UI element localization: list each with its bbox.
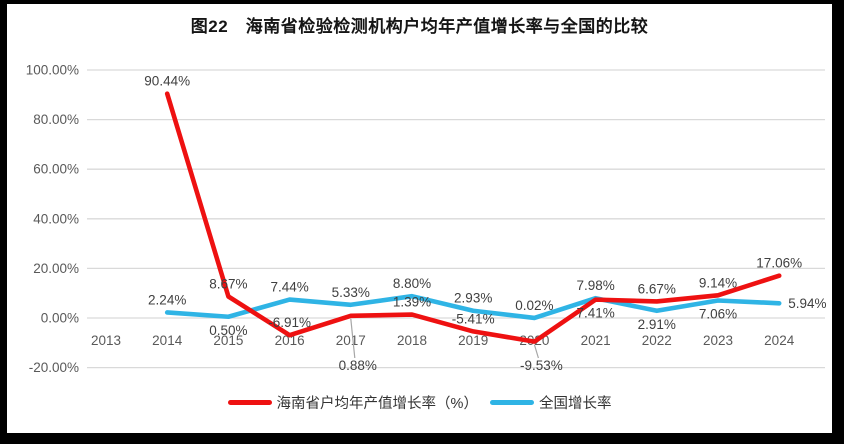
data-label-leader-line — [533, 344, 539, 359]
y-tick-label: 80.00% — [33, 112, 79, 127]
data-label: -9.53% — [520, 358, 563, 373]
data-label: 8.80% — [393, 276, 431, 291]
data-label: 7.98% — [576, 278, 614, 293]
y-tick-label: 0.00% — [41, 311, 79, 326]
legend-item-national: 全国增长率 — [489, 392, 612, 413]
x-tick-label: 2022 — [642, 333, 672, 348]
data-label: 8.67% — [209, 276, 247, 291]
x-tick-label: 2016 — [275, 333, 305, 348]
data-label: 17.06% — [756, 256, 802, 271]
legend-swatch-hainan-line — [227, 400, 272, 405]
data-label: 0.88% — [339, 358, 377, 373]
y-tick-label: 20.00% — [33, 261, 79, 276]
y-tick-label: 100.00% — [26, 63, 79, 78]
data-label: 2.91% — [638, 317, 676, 332]
data-label: 2.24% — [148, 292, 186, 307]
legend-swatch-national-line — [489, 400, 534, 405]
x-tick-label: 2023 — [703, 333, 733, 348]
legend: 海南省户均年产值增长率（%） 全国增长率 — [7, 392, 832, 413]
data-label-leader-line — [350, 318, 356, 359]
data-label: 6.67% — [638, 281, 676, 296]
x-tick-label: 2024 — [764, 333, 795, 348]
data-label: 7.44% — [270, 280, 308, 295]
x-tick-label: 2013 — [91, 333, 121, 348]
plot-area: 100.00% 80.00% 60.00% 40.00% 20.00% 0.00% -20.… — [26, 63, 827, 376]
x-tick-label: 2019 — [458, 333, 488, 348]
y-tick-label: 40.00% — [33, 211, 79, 226]
data-label: 90.44% — [144, 74, 190, 89]
data-label: 5.94% — [788, 296, 826, 311]
x-tick-label: 2015 — [213, 333, 243, 348]
x-tick-label: 2021 — [581, 333, 611, 348]
data-label: 2.93% — [454, 291, 492, 306]
data-label: -6.91% — [268, 315, 311, 330]
legend-label-hainan: 海南省户均年产值增长率（%） — [276, 396, 478, 412]
legend-label-national: 全国增长率 — [538, 396, 612, 412]
x-tick-label: 2017 — [336, 333, 366, 348]
x-tick-label: 2018 — [397, 333, 427, 348]
data-label: -5.41% — [452, 311, 495, 326]
y-tick-label: 60.00% — [33, 162, 79, 177]
data-label: 1.39% — [393, 295, 431, 310]
data-label: 0.02% — [515, 298, 553, 313]
data-label: 5.33% — [332, 285, 370, 300]
data-label: 7.06% — [699, 306, 737, 321]
legend-item-hainan: 海南省户均年产值增长率（%） — [227, 392, 478, 413]
series-line-0 — [164, 91, 782, 344]
data-label: 7.41% — [576, 306, 614, 321]
data-label: 9.14% — [699, 275, 737, 290]
y-tick-label: -20.00% — [29, 360, 79, 375]
series-line-1 — [164, 293, 782, 321]
data-label: 0.50% — [209, 323, 247, 338]
chart-title: 图22 海南省检验检测机构户均年产值增长率与全国的比较 — [190, 17, 649, 36]
x-tick-label: 2014 — [152, 333, 183, 348]
